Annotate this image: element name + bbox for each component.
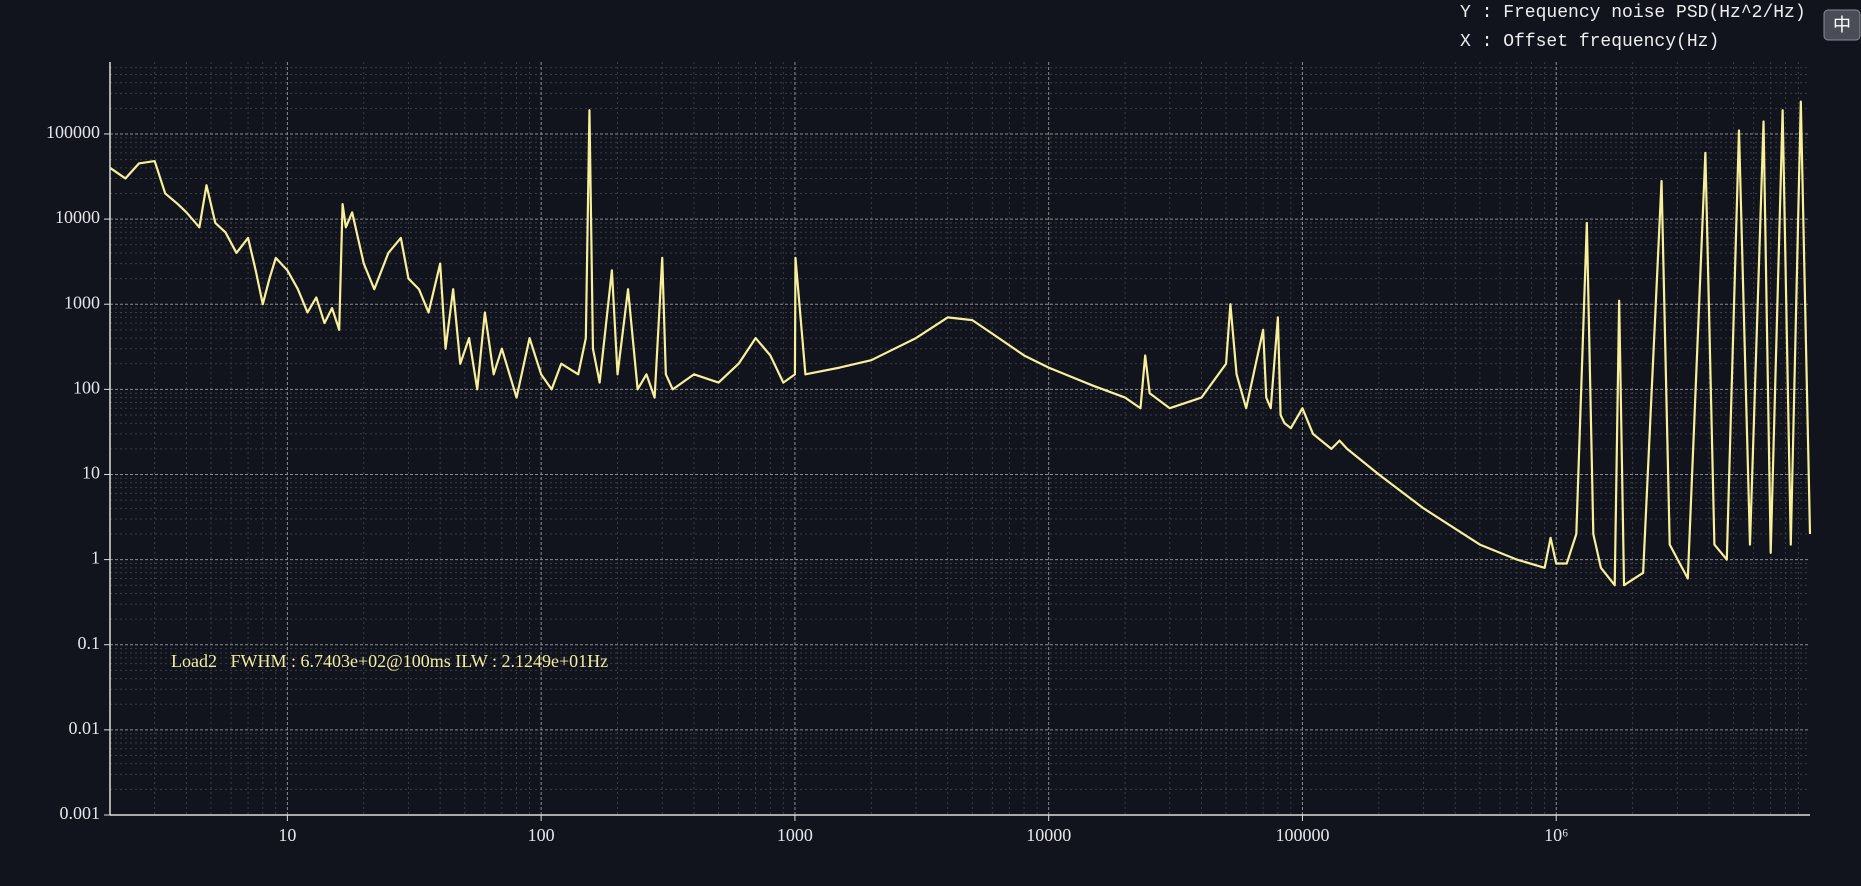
x-tick-label: 100000 xyxy=(1275,825,1329,845)
language-button-label[interactable]: 中 xyxy=(1833,15,1851,36)
x-tick-label: 100 xyxy=(528,825,555,845)
y-tick-label: 1 xyxy=(91,548,100,568)
data-line xyxy=(109,100,1812,587)
y-tick-label: 0.01 xyxy=(69,718,101,738)
x-axis-label: X : Offset frequency(Hz) xyxy=(1460,32,1719,52)
grid xyxy=(110,62,1810,816)
y-tick-label: 100 xyxy=(73,377,100,397)
y-axis-label: Y : Frequency noise PSD(Hz^2/Hz) xyxy=(1460,3,1806,23)
y-tick-label: 0.1 xyxy=(78,633,101,653)
plot xyxy=(109,100,1812,587)
language-button[interactable] xyxy=(1823,9,1861,41)
y-tick-label: 1000 xyxy=(64,292,100,312)
x-tick-label: 10⁶ xyxy=(1544,825,1568,845)
y-tick-label: 0.001 xyxy=(60,803,101,823)
y-tick-label: 10 xyxy=(82,463,100,483)
x-tick-label: 10 xyxy=(278,825,296,845)
annotation: Load2 FWHM : 6.7403e+02@100ms ILW : 2.12… xyxy=(171,651,608,671)
y-tick-label: 10000 xyxy=(55,207,100,227)
x-tick-label: 10000 xyxy=(1026,825,1071,845)
y-tick-label: 100000 xyxy=(46,122,100,142)
x-tick-label: 1000 xyxy=(777,825,813,845)
